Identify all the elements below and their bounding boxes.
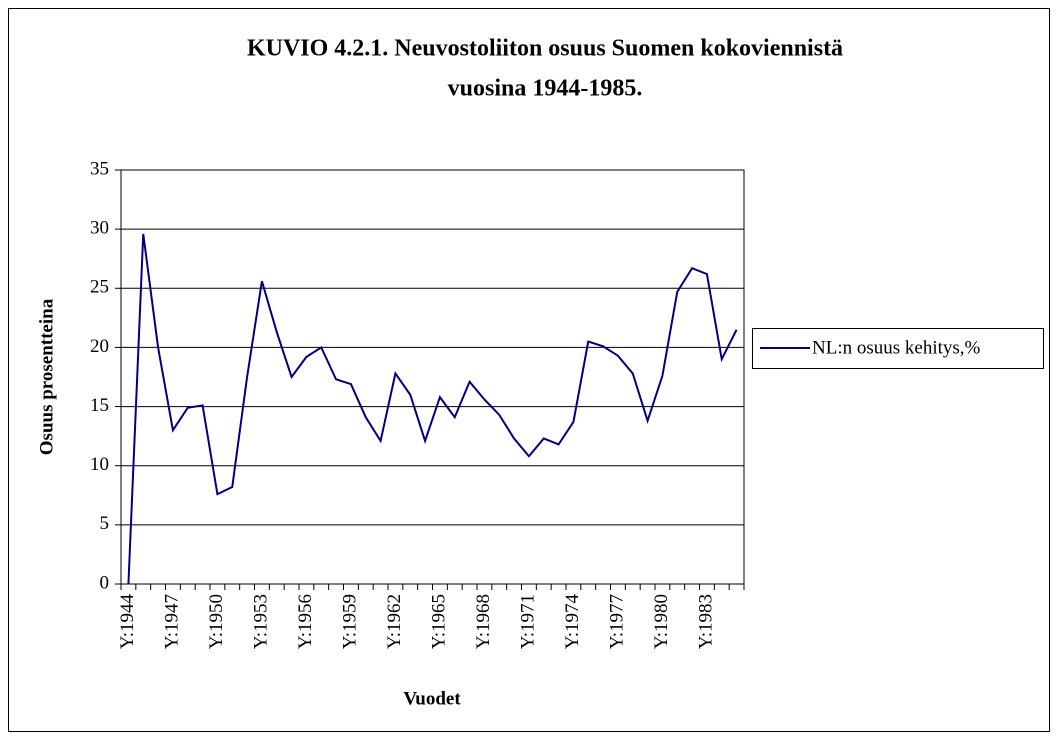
x-tick-label: Y:1950 <box>206 594 227 649</box>
x-axis-label: Vuodet <box>403 688 461 709</box>
x-tick-label: Y:1968 <box>473 594 494 649</box>
x-tick-label: Y:1971 <box>517 594 538 649</box>
y-tick-label: 20 <box>90 336 109 357</box>
x-tick-label: Y:1956 <box>295 594 316 649</box>
y-tick-label: 5 <box>100 513 110 534</box>
y-axis-label: Osuus prosentteina <box>36 298 57 455</box>
chart-title: KUVIO 4.2.1. Neuvostoliiton osuus Suomen… <box>247 36 843 62</box>
y-tick-label: 15 <box>90 395 109 416</box>
plot-area <box>120 169 745 585</box>
y-tick-label: 30 <box>90 218 109 239</box>
x-tick-label: Y:1977 <box>606 594 627 649</box>
y-tick-label: 25 <box>90 277 109 298</box>
x-tick-label: Y:1953 <box>250 594 271 649</box>
y-tick-label: 35 <box>90 158 109 179</box>
y-tick-label: 10 <box>90 454 109 475</box>
x-tick-label: Y:1974 <box>562 594 583 650</box>
x-tick-label: Y:1959 <box>339 594 360 649</box>
x-tick-label: Y:1983 <box>695 594 716 649</box>
y-tick-label: 0 <box>100 572 110 593</box>
x-tick-label: Y:1947 <box>161 594 182 649</box>
x-tick-label: Y:1980 <box>651 594 672 649</box>
data-line <box>127 233 738 585</box>
legend-label: NL:n osuus kehitys,% <box>812 337 981 358</box>
x-tick-label: Y:1944 <box>117 594 138 650</box>
chart-title: vuosina 1944-1985. <box>448 76 643 102</box>
x-tick-label: Y:1962 <box>384 594 405 649</box>
x-tick-label: Y:1965 <box>428 594 449 649</box>
